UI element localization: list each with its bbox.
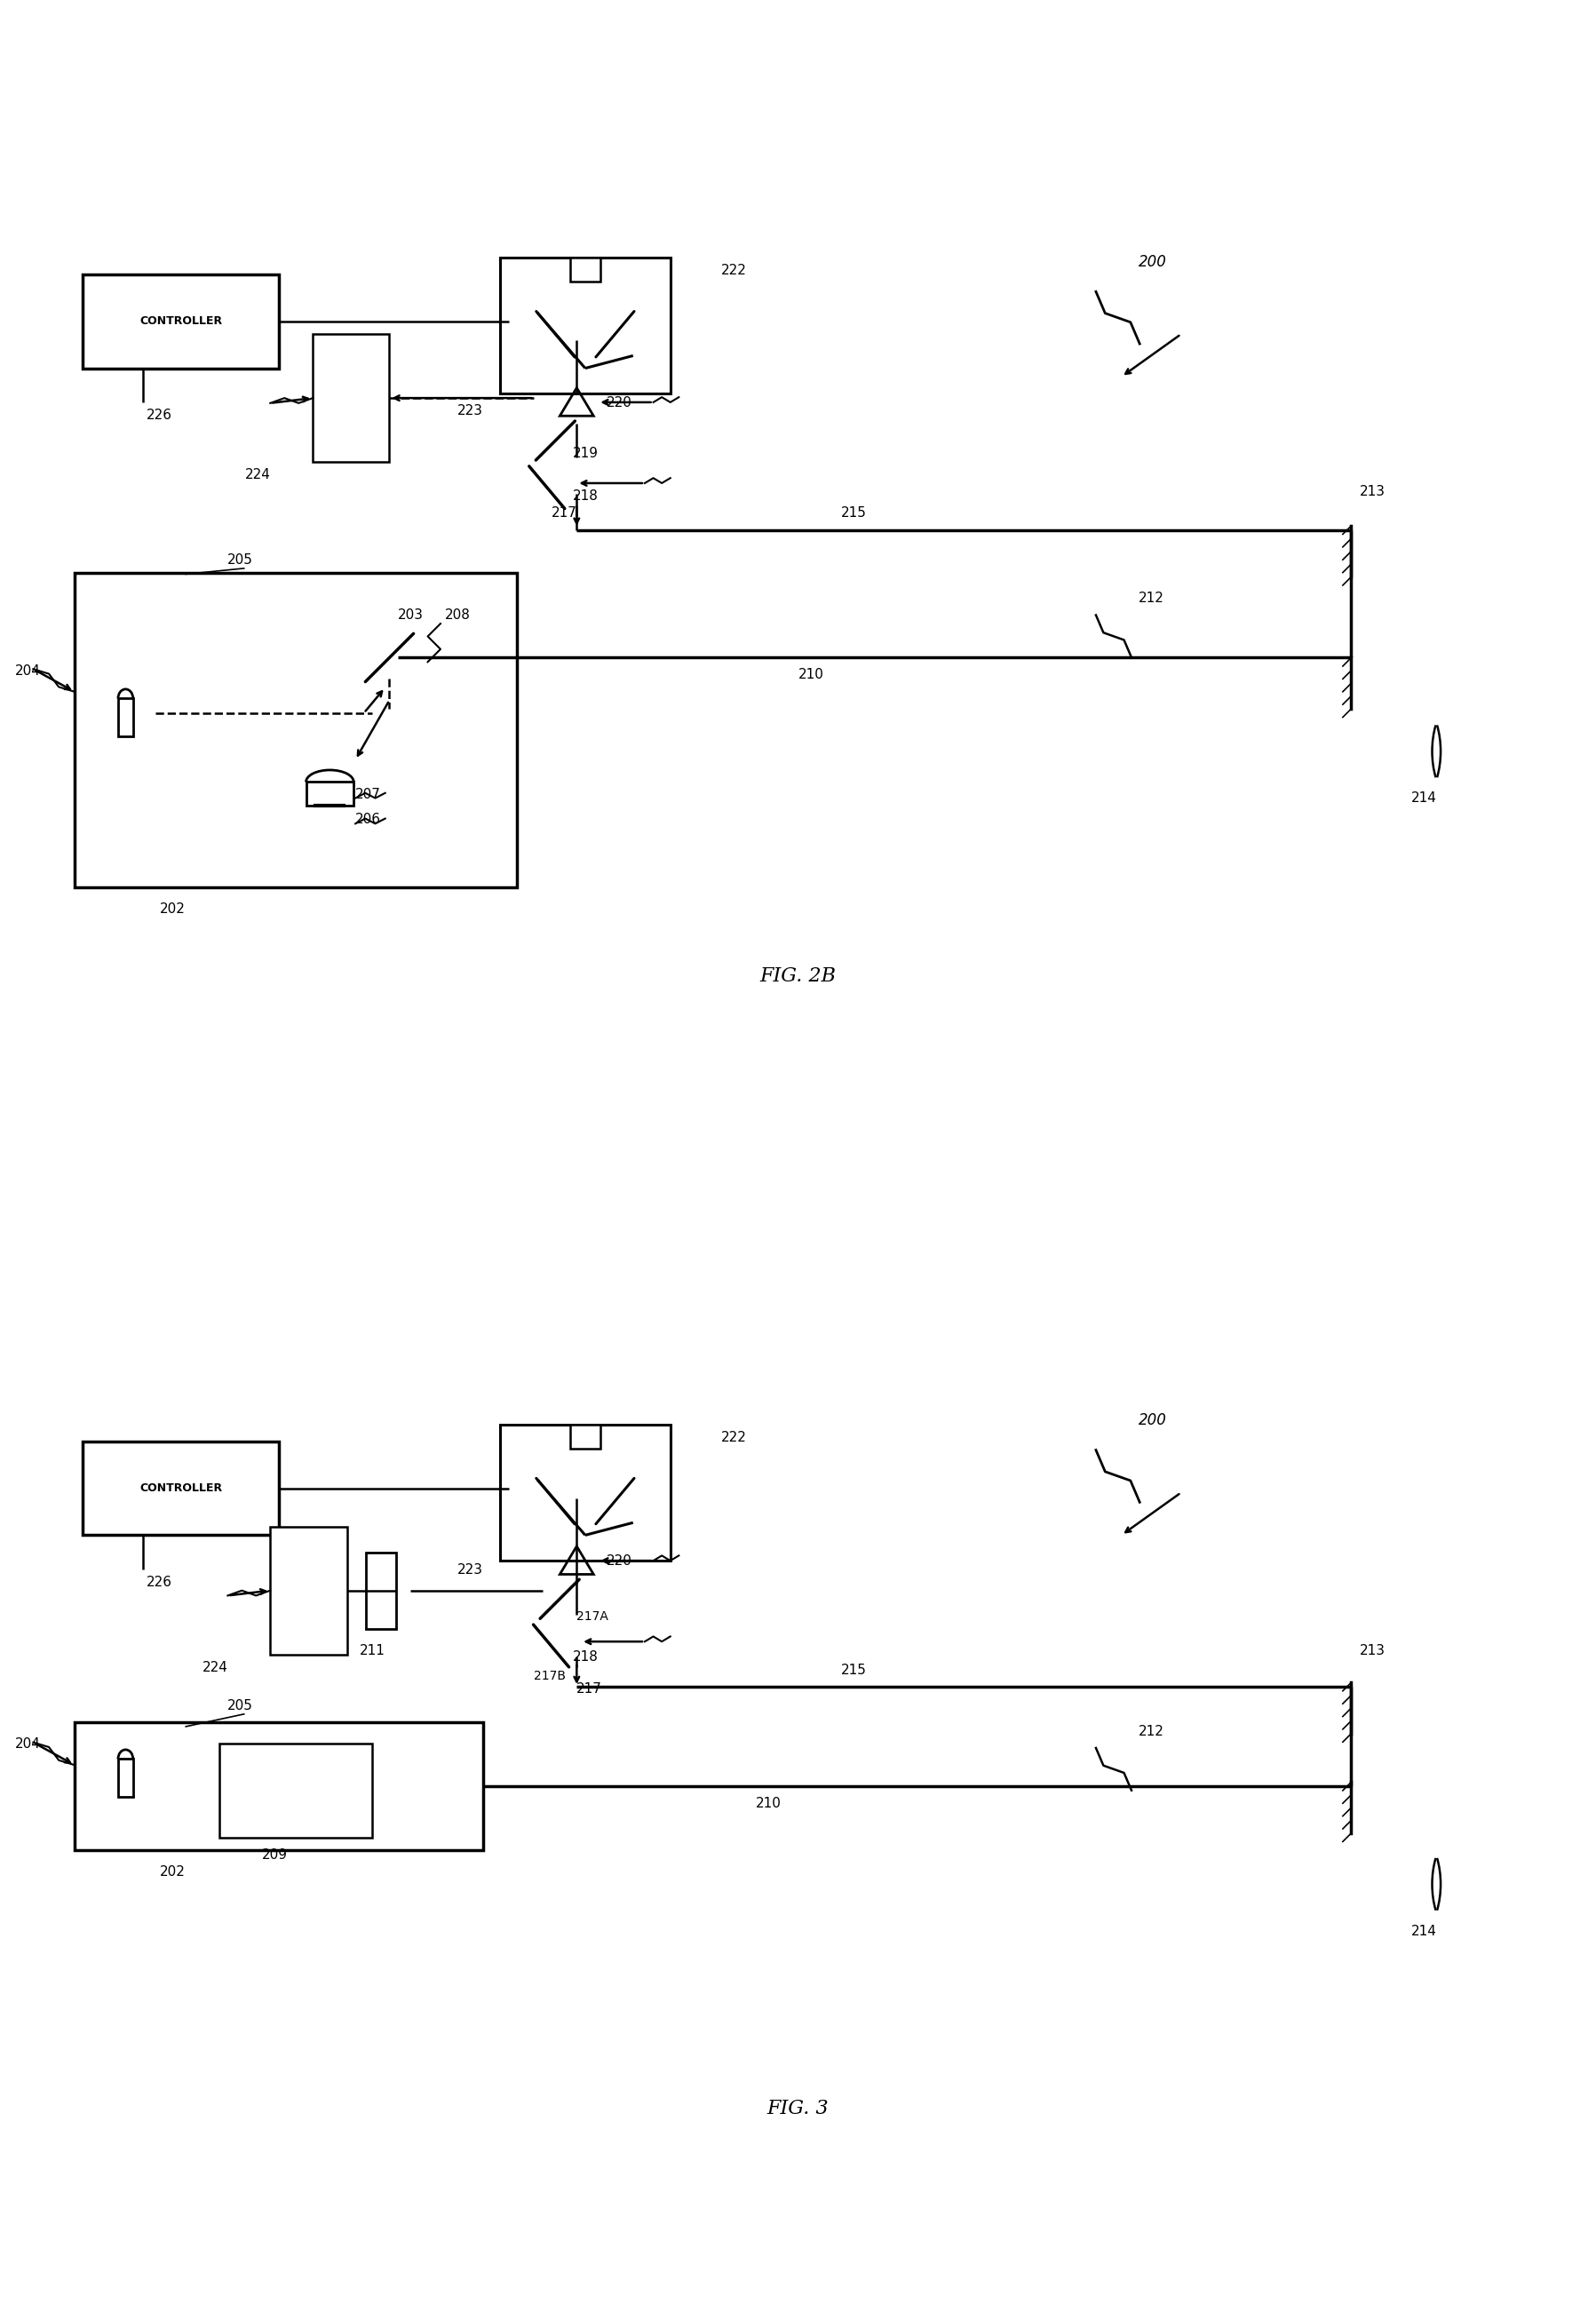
Text: CONTROLLER: CONTROLLER: [139, 1482, 222, 1494]
Text: 224: 224: [203, 1660, 228, 1674]
Bar: [365, 1551, 396, 1628]
Bar: [118, 1759, 132, 1796]
Text: 215: 215: [841, 506, 867, 520]
Text: 214: 214: [1411, 1924, 1436, 1937]
Text: 200: 200: [1138, 254, 1167, 271]
Text: 213: 213: [1360, 486, 1385, 499]
Text: 215: 215: [841, 1662, 867, 1676]
Text: 205: 205: [228, 553, 254, 566]
Bar: [270, 1526, 346, 1655]
Text: 223: 223: [458, 405, 484, 418]
Text: FIG. 2B: FIG. 2B: [760, 966, 836, 985]
Text: 212: 212: [1138, 592, 1163, 606]
Bar: [219, 1743, 372, 1838]
Bar: [570, 1424, 600, 1447]
Text: 218: 218: [573, 1651, 598, 1665]
Text: 217B: 217B: [535, 1669, 567, 1683]
Text: 217: 217: [551, 506, 576, 520]
Bar: [306, 781, 354, 807]
Text: 211: 211: [359, 1644, 385, 1658]
Text: CONTROLLER: CONTROLLER: [139, 317, 222, 328]
Text: 208: 208: [445, 608, 471, 622]
Text: 205: 205: [228, 1699, 254, 1713]
Text: FIG. 3: FIG. 3: [768, 2099, 828, 2118]
Text: 223: 223: [458, 1563, 484, 1577]
Text: 222: 222: [721, 1431, 747, 1445]
Text: 202: 202: [160, 1866, 185, 1877]
Text: 217: 217: [576, 1683, 602, 1695]
Bar: [500, 1424, 670, 1561]
Text: 217A: 217A: [576, 1611, 608, 1623]
Text: 213: 213: [1360, 1644, 1385, 1658]
Bar: [75, 573, 517, 888]
Text: 218: 218: [573, 490, 598, 502]
Text: 222: 222: [721, 264, 747, 277]
Bar: [83, 1440, 279, 1535]
Text: 204: 204: [14, 664, 40, 677]
Text: 202: 202: [160, 902, 185, 916]
Text: 210: 210: [755, 1796, 780, 1810]
Text: 206: 206: [356, 814, 381, 825]
Text: 204: 204: [14, 1736, 40, 1750]
Bar: [313, 335, 389, 462]
Text: 203: 203: [397, 608, 423, 622]
Bar: [75, 1722, 484, 1850]
Text: 212: 212: [1138, 1725, 1163, 1739]
Bar: [83, 275, 279, 368]
Text: 200: 200: [1138, 1413, 1167, 1429]
Text: 224: 224: [244, 469, 270, 481]
Text: 219: 219: [573, 446, 598, 460]
Text: 207: 207: [356, 788, 381, 800]
Text: 226: 226: [147, 409, 172, 423]
Bar: [570, 257, 600, 282]
Text: 209: 209: [262, 1847, 287, 1861]
Text: 226: 226: [147, 1574, 172, 1588]
Text: 214: 214: [1411, 791, 1436, 805]
Bar: [118, 698, 132, 735]
Text: 220: 220: [606, 1554, 632, 1568]
Bar: [500, 257, 670, 393]
Text: 220: 220: [606, 395, 632, 409]
Text: 210: 210: [798, 668, 824, 682]
